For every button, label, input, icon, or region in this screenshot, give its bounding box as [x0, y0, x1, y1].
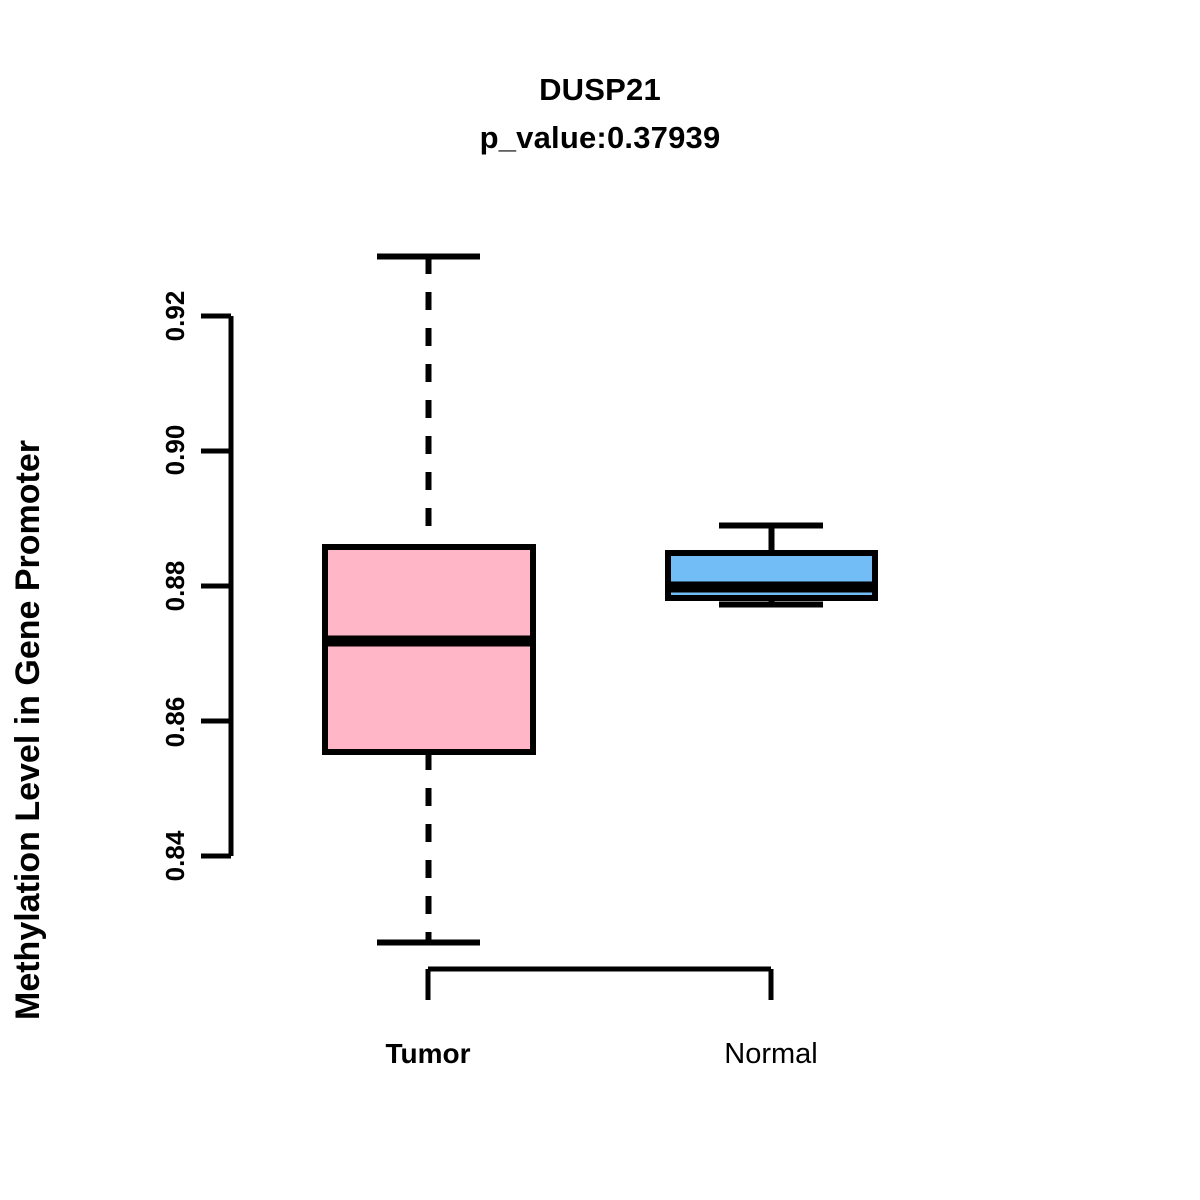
- chart-title: DUSP21: [539, 72, 661, 107]
- x-axis: [425, 966, 774, 1000]
- tumor-box-rect: [322, 544, 536, 755]
- box-normal: [665, 522, 878, 608]
- box-tumor: [322, 253, 536, 946]
- x-tick-label-tumor: Tumor: [385, 1038, 471, 1069]
- chart-subtitle-pvalue: p_value:0.37939: [479, 120, 721, 155]
- y-axis: [201, 313, 234, 859]
- x-tick-label-normal: Normal: [724, 1038, 818, 1070]
